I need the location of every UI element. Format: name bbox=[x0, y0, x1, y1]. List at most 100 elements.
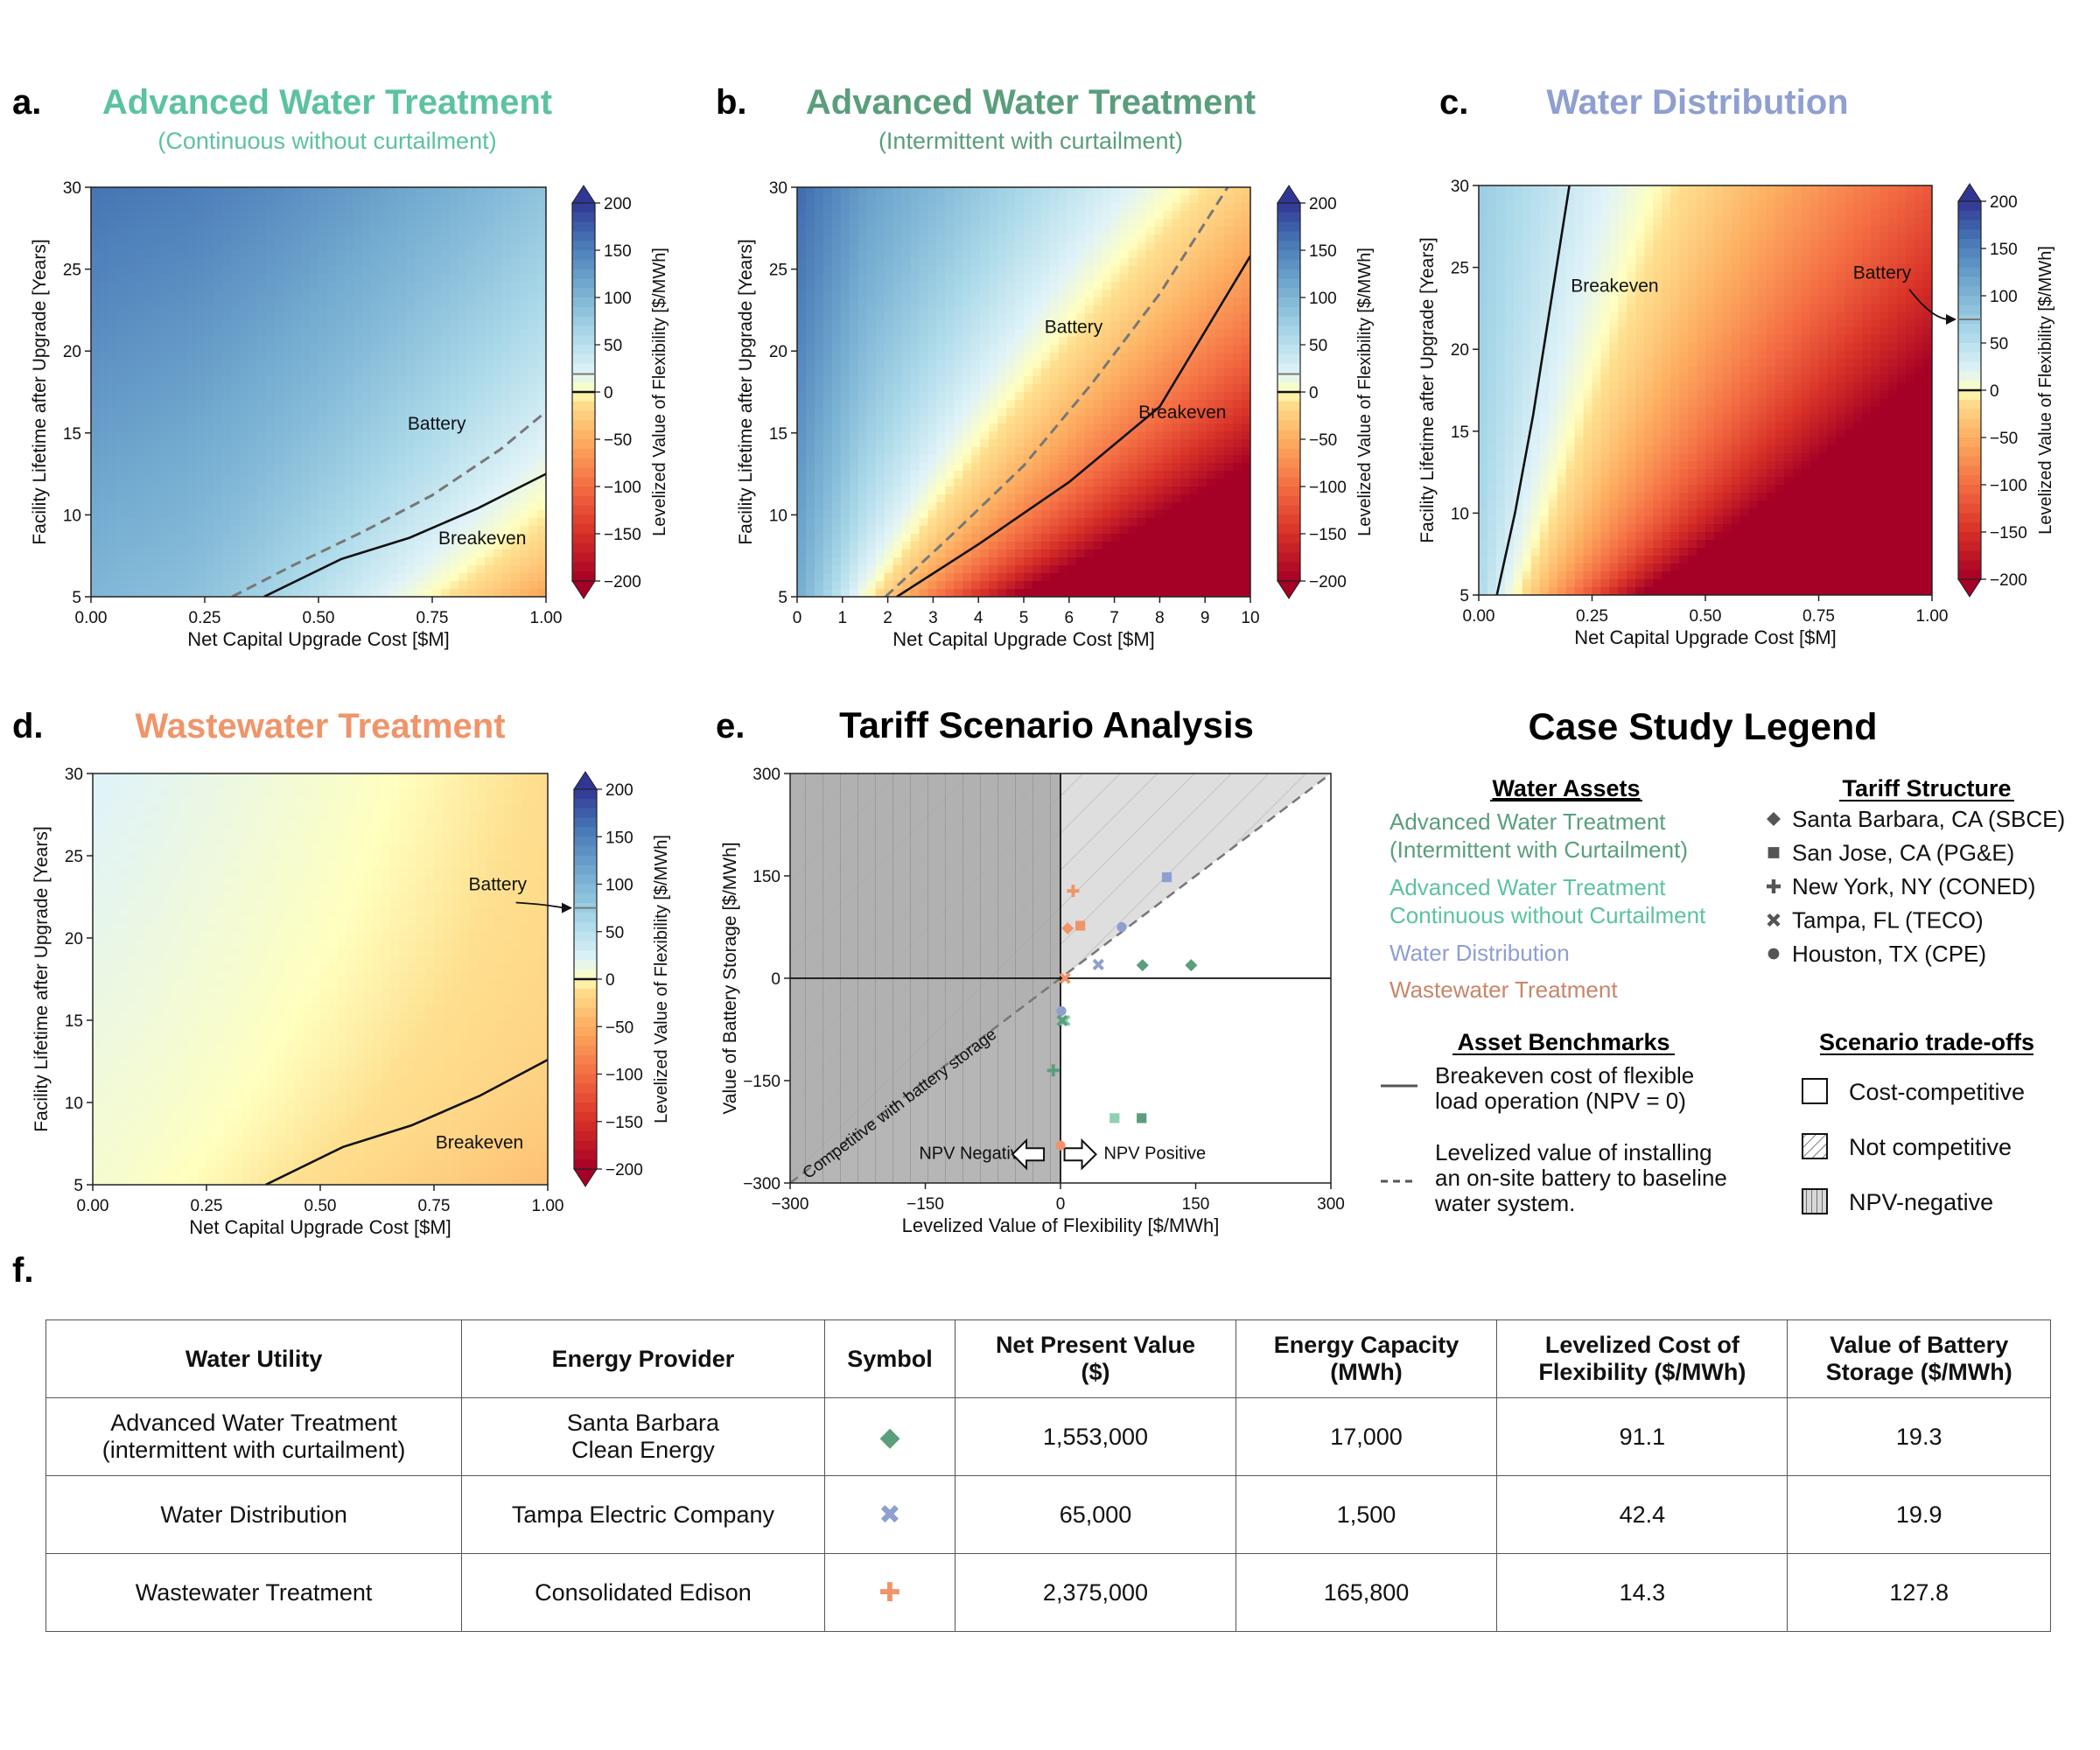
heatmap-cell bbox=[919, 337, 929, 346]
heatmap-cell bbox=[152, 589, 162, 597]
heatmap-cell bbox=[797, 203, 807, 212]
heatmap-cell bbox=[919, 274, 929, 283]
heatmap-cell bbox=[231, 242, 241, 251]
heatmap-cell bbox=[1015, 290, 1025, 298]
heatmap-cell bbox=[971, 408, 981, 416]
heatmap-cell bbox=[1110, 274, 1121, 283]
heatmap-cell bbox=[152, 447, 162, 456]
heatmap-cell bbox=[1049, 439, 1060, 448]
heatmap-cell bbox=[205, 234, 214, 243]
heatmap-field bbox=[91, 187, 546, 597]
heatmap-cell bbox=[1102, 424, 1112, 432]
heatmap-cell bbox=[1006, 266, 1016, 275]
heatmap-cell bbox=[1075, 274, 1086, 283]
heatmap-cell bbox=[511, 486, 521, 495]
heatmap-cell bbox=[1102, 416, 1112, 424]
heatmap-cell bbox=[1093, 392, 1103, 401]
heatmap-cell bbox=[467, 321, 477, 330]
heatmap-cell bbox=[345, 195, 354, 204]
heatmap-cell bbox=[884, 258, 894, 267]
heatmap-cell bbox=[1154, 203, 1164, 212]
heatmap-cell bbox=[989, 282, 998, 290]
heatmap-cell bbox=[831, 439, 842, 448]
heatmap-cell bbox=[222, 282, 232, 290]
heatmap-cell bbox=[424, 250, 433, 259]
heatmap-cell bbox=[126, 345, 136, 354]
heatmap-cell bbox=[805, 526, 816, 535]
heatmap-cell bbox=[1110, 337, 1121, 346]
heatmap-cell bbox=[135, 431, 144, 440]
heatmap-cell bbox=[822, 502, 833, 511]
heatmap-cell bbox=[928, 392, 937, 401]
heatmap-cell bbox=[301, 345, 311, 354]
heatmap-cell bbox=[875, 518, 886, 527]
heatmap-cell bbox=[152, 518, 162, 527]
heatmap-cell bbox=[1032, 290, 1042, 298]
heatmap-cell bbox=[205, 384, 214, 393]
heatmap-cell bbox=[520, 510, 529, 519]
heatmap-cell bbox=[875, 274, 886, 283]
heatmap-cell bbox=[310, 392, 319, 401]
heatmap-cell bbox=[1058, 258, 1068, 267]
heatmap-cell bbox=[126, 518, 136, 527]
heatmap-cell bbox=[275, 187, 284, 196]
heatmap-cell bbox=[467, 424, 477, 432]
heatmap-cell bbox=[805, 502, 816, 511]
heatmap-cell bbox=[1024, 408, 1033, 416]
heatmap-cell bbox=[797, 360, 807, 369]
heatmap-cell bbox=[336, 384, 346, 393]
heatmap-cell bbox=[388, 227, 398, 235]
heatmap-cell bbox=[936, 305, 946, 314]
heatmap-cell bbox=[954, 494, 963, 503]
heatmap-cell bbox=[1049, 471, 1060, 480]
heatmap-cell bbox=[222, 274, 232, 283]
heatmap-cell bbox=[178, 573, 188, 582]
heatmap-cell bbox=[397, 542, 407, 550]
heatmap-cell bbox=[187, 542, 197, 550]
heatmap-cell bbox=[345, 542, 354, 550]
heatmap-cell bbox=[866, 526, 877, 535]
heatmap-cell bbox=[998, 384, 1007, 393]
heatmap-cell bbox=[345, 242, 354, 251]
heatmap-cell bbox=[928, 471, 937, 480]
heatmap-cell bbox=[275, 384, 284, 393]
heatmap-cell bbox=[822, 195, 833, 204]
colorbar-tick-label: 50 bbox=[604, 337, 622, 355]
heatmap-cell bbox=[511, 447, 521, 456]
heatmap-cell bbox=[240, 321, 249, 330]
heatmap-cell bbox=[1084, 321, 1095, 330]
heatmap-cell bbox=[231, 447, 241, 456]
heatmap-cell bbox=[998, 400, 1007, 409]
heatmap-cell bbox=[1145, 211, 1156, 220]
heatmap-cell bbox=[406, 290, 416, 298]
heatmap-cell bbox=[1154, 471, 1164, 480]
heatmap-cell bbox=[458, 589, 468, 597]
heatmap-cell bbox=[910, 219, 920, 228]
heatmap-cell bbox=[476, 274, 486, 283]
heatmap-cell bbox=[520, 550, 529, 558]
heatmap-cell bbox=[831, 290, 842, 298]
heatmap-cell bbox=[100, 502, 109, 511]
heatmap-cell bbox=[415, 290, 424, 298]
heatmap-cell bbox=[327, 526, 337, 535]
heatmap-cell bbox=[91, 447, 101, 456]
heatmap-cell bbox=[91, 290, 101, 298]
heatmap-cell bbox=[1015, 471, 1025, 480]
heatmap-cell bbox=[1110, 581, 1121, 590]
heatmap-cell bbox=[1137, 416, 1147, 424]
heatmap-cell bbox=[831, 424, 842, 432]
heatmap-cell bbox=[1093, 573, 1103, 582]
heatmap-cell bbox=[805, 211, 816, 220]
heatmap-cell bbox=[1093, 242, 1103, 251]
heatmap-cell bbox=[292, 518, 302, 527]
heatmap-cell bbox=[1006, 187, 1016, 196]
heatmap-cell bbox=[936, 282, 946, 290]
heatmap-cell bbox=[187, 282, 197, 290]
heatmap-cell bbox=[450, 305, 459, 314]
heatmap-cell bbox=[1093, 250, 1103, 259]
heatmap-cell bbox=[1015, 518, 1025, 527]
heatmap-cell bbox=[945, 416, 955, 424]
heatmap-cell bbox=[432, 455, 442, 464]
heatmap-cell bbox=[866, 502, 877, 511]
heatmap-cell bbox=[91, 455, 101, 464]
